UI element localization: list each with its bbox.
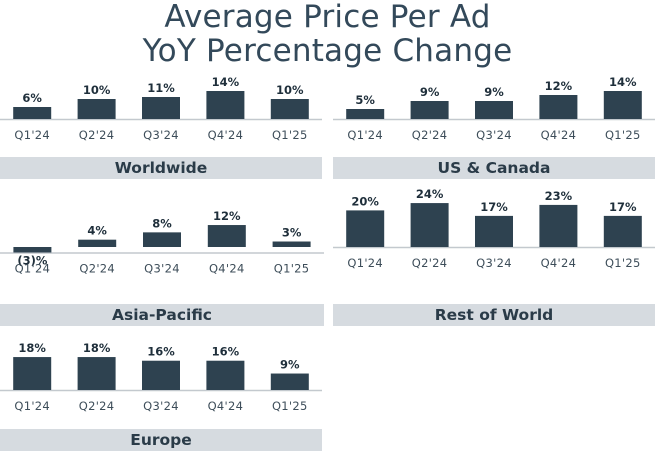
bar-rest-of-world-q1-25 xyxy=(603,215,642,247)
tick-label-rest-of-world-q1-25: Q1'25 xyxy=(605,256,641,270)
tick-label-us-canada-q1-24: Q1'24 xyxy=(347,128,383,142)
chart-asia-pacific-plot: (3)%Q1'24 4% Q2'24 8% Q3'24 12% Q4'24 3% Q1'25 xyxy=(0,209,324,275)
bar-rest-of-world-q2-24 xyxy=(410,203,449,247)
tick-label-rest-of-world-q3-24: Q3'24 xyxy=(476,256,512,270)
data-label-europe-q3-24: 16% xyxy=(147,345,175,359)
tick-label-us-canada-q2-24: Q2'24 xyxy=(412,128,448,142)
bar-rest-of-world-q3-24 xyxy=(475,215,513,247)
data-label-europe-q2-24: 18% xyxy=(83,341,111,355)
data-label-worldwide-q4-24: 14% xyxy=(212,75,240,89)
chart-rest-of-world-plot: 20% Q1'24 24% Q2'24 17% Q3'24 23% Q4'24 17% Q1'25 xyxy=(333,187,655,270)
chart-panel-us-canada: 5% Q1'24 9% Q2'24 9% Q3'24 12% Q4'24 14% Q1'25 US… xyxy=(333,68,655,182)
data-label-us-canada-q1-24: 5% xyxy=(355,93,375,107)
bar-us-canada-q1-24 xyxy=(346,109,385,119)
tick-label-asia-pacific-q1-24: Q1'24 xyxy=(15,261,51,275)
tick-label-rest-of-world-q1-24: Q1'24 xyxy=(347,256,383,270)
tick-label-asia-pacific-q2-24: Q2'24 xyxy=(79,261,115,275)
data-label-asia-pacific-q4-24: 12% xyxy=(213,209,241,223)
bar-europe-q2-24 xyxy=(77,357,116,390)
data-label-rest-of-world-q4-24: 23% xyxy=(545,189,573,203)
data-label-rest-of-world-q3-24: 17% xyxy=(480,200,508,214)
title-line-2: YoY Percentage Change xyxy=(142,33,513,69)
bar-europe-q4-24 xyxy=(206,360,245,390)
region-label-us-canada: US & Canada xyxy=(333,157,655,179)
chart-panel-asia-pacific: (3)% Q1'24 4% Q2'24 8% Q3'24 12% Q4'24 3% Q1'25 A… xyxy=(0,200,324,328)
bar-rest-of-world-q1-24 xyxy=(346,210,385,247)
tick-label-europe-q1-24: Q1'24 xyxy=(14,399,50,413)
tick-label-worldwide-q3-24: Q3'24 xyxy=(143,128,179,142)
data-label-europe-q4-24: 16% xyxy=(212,345,240,359)
chart-panel-europe: 18% Q1'24 18% Q2'24 16% Q3'24 16% Q4'24 9% Q1'25 … xyxy=(0,336,322,452)
bar-rest-of-world-q4-24 xyxy=(539,204,578,247)
chart-panel-worldwide: 6% Q1'24 10% Q2'24 11% Q3'24 14% Q4'24 10% Q1'25 … xyxy=(0,68,322,182)
region-label-europe: Europe xyxy=(0,429,322,451)
tick-label-europe-q2-24: Q2'24 xyxy=(79,399,115,413)
tick-label-asia-pacific-q1-25: Q1'25 xyxy=(274,261,310,275)
tick-label-worldwide-q4-24: Q4'24 xyxy=(208,128,244,142)
tick-label-asia-pacific-q3-24: Q3'24 xyxy=(144,261,180,275)
chart-panel-rest-of-world: 20% Q1'24 24% Q2'24 17% Q3'24 23% Q4'24 17% Q1'25… xyxy=(333,186,655,328)
tick-label-rest-of-world-q4-24: Q4'24 xyxy=(541,256,577,270)
tick-label-us-canada-q3-24: Q3'24 xyxy=(476,128,512,142)
page-title: Average Price Per Ad YoY Percentage Chan… xyxy=(0,0,655,68)
bar-worldwide-q2-24 xyxy=(77,99,116,119)
data-label-rest-of-world-q1-25: 17% xyxy=(609,200,637,214)
data-label-worldwide-q2-24: 10% xyxy=(83,83,111,97)
bar-worldwide-q1-24 xyxy=(13,107,52,119)
data-label-asia-pacific-q3-24: 8% xyxy=(152,216,172,230)
chart-europe-plot: 18% Q1'24 18% Q2'24 16% Q3'24 16% Q4'24 9% Q1'25 xyxy=(0,341,322,413)
tick-label-us-canada-q1-25: Q1'25 xyxy=(605,128,641,142)
bar-asia-pacific-q3-24 xyxy=(143,232,181,247)
bar-asia-pacific-q1-25 xyxy=(272,241,311,247)
tick-label-worldwide-q1-24: Q1'24 xyxy=(14,128,50,142)
data-label-asia-pacific-q1-24: (3)% xyxy=(17,253,48,267)
bar-us-canada-q2-24 xyxy=(410,101,449,119)
bar-worldwide-q3-24 xyxy=(142,97,180,119)
data-label-us-canada-q4-24: 12% xyxy=(545,79,573,93)
bar-asia-pacific-q4-24 xyxy=(207,225,246,247)
region-label-asia-pacific: Asia-Pacific xyxy=(0,304,324,326)
region-label-worldwide: Worldwide xyxy=(0,157,322,179)
data-label-rest-of-world-q1-24: 20% xyxy=(351,194,379,208)
title-line-1: Average Price Per Ad xyxy=(164,0,491,35)
bar-worldwide-q1-25 xyxy=(270,99,309,119)
tick-label-europe-q4-24: Q4'24 xyxy=(208,399,244,413)
bar-asia-pacific-q2-24 xyxy=(78,239,117,247)
data-label-worldwide-q3-24: 11% xyxy=(147,81,175,95)
chart-worldwide-plot: 6% Q1'24 10% Q2'24 11% Q3'24 14% Q4'24 10% Q1'25 xyxy=(0,75,322,142)
data-label-rest-of-world-q2-24: 24% xyxy=(416,187,444,201)
tick-label-worldwide-q1-25: Q1'25 xyxy=(272,128,308,142)
bar-europe-q1-25 xyxy=(270,373,309,390)
data-label-europe-q1-24: 18% xyxy=(18,341,46,355)
data-label-us-canada-q2-24: 9% xyxy=(420,85,440,99)
region-label-rest-of-world: Rest of World xyxy=(333,304,655,326)
bar-worldwide-q4-24 xyxy=(206,91,245,119)
bar-europe-q3-24 xyxy=(142,360,180,390)
bar-us-canada-q1-25 xyxy=(603,91,642,119)
chart-us-canada-plot: 5% Q1'24 9% Q2'24 9% Q3'24 12% Q4'24 14% Q1'25 xyxy=(333,75,655,142)
data-label-worldwide-q1-24: 6% xyxy=(22,91,42,105)
tick-label-worldwide-q2-24: Q2'24 xyxy=(79,128,115,142)
tick-label-europe-q3-24: Q3'24 xyxy=(143,399,179,413)
bar-asia-pacific-q1-24 xyxy=(13,247,52,253)
data-label-us-canada-q1-25: 14% xyxy=(609,75,637,89)
data-label-asia-pacific-q1-25: 3% xyxy=(282,226,302,240)
data-label-us-canada-q3-24: 9% xyxy=(484,85,504,99)
tick-label-europe-q1-25: Q1'25 xyxy=(272,399,308,413)
data-label-worldwide-q1-25: 10% xyxy=(276,83,304,97)
bar-europe-q1-24 xyxy=(13,357,52,390)
tick-label-rest-of-world-q2-24: Q2'24 xyxy=(412,256,448,270)
tick-label-us-canada-q4-24: Q4'24 xyxy=(541,128,577,142)
tick-label-asia-pacific-q4-24: Q4'24 xyxy=(209,261,245,275)
bar-us-canada-q3-24 xyxy=(475,101,513,119)
data-label-asia-pacific-q2-24: 4% xyxy=(87,224,107,238)
bar-us-canada-q4-24 xyxy=(539,95,578,119)
data-label-europe-q1-25: 9% xyxy=(280,358,300,372)
